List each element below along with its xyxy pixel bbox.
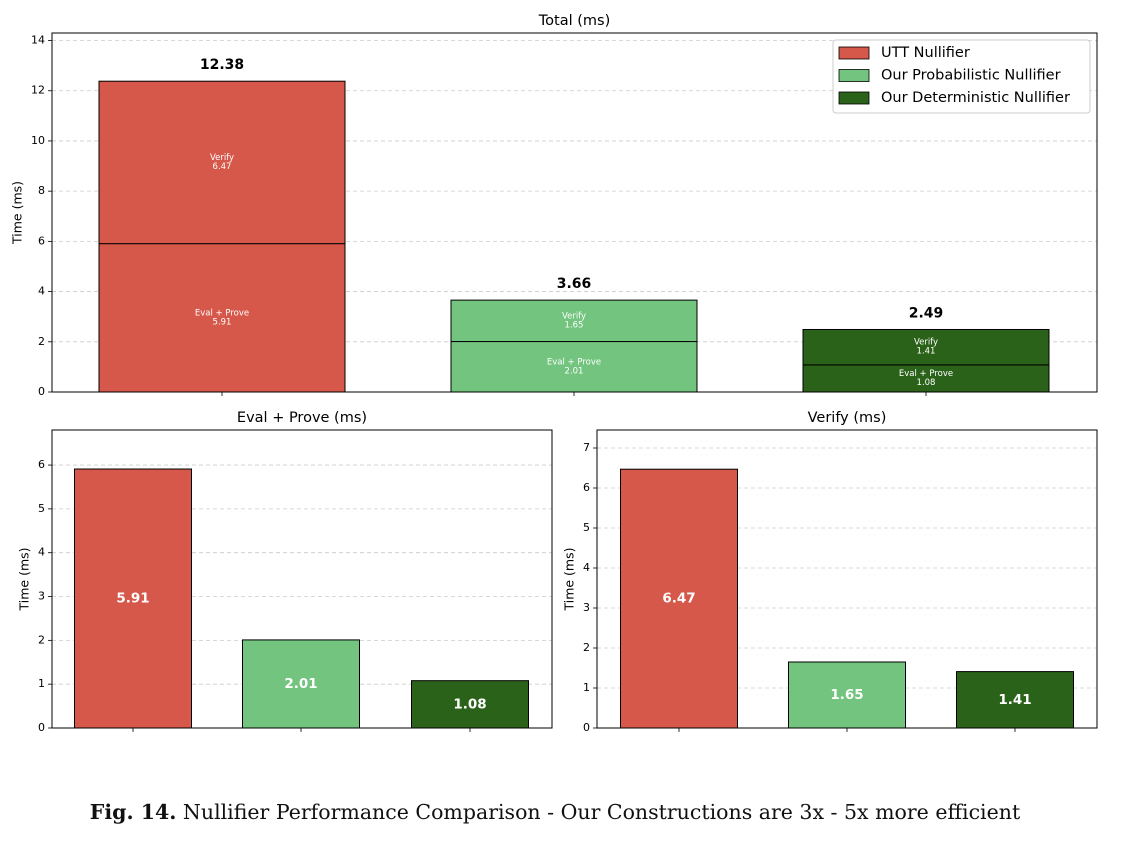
chart-panel-2: 0 1 2 3 4 5 6 5.91 2.01 1.08 Eval + Prove (ms) Time… (17, 410, 553, 734)
axes-frame (51, 32, 1098, 393)
y-tick-label: 2 (38, 335, 45, 348)
segment-label-eval-prove: Eval + Prove (195, 308, 249, 318)
y-axis-label: Time (ms) (17, 547, 32, 611)
legend-swatch (838, 91, 870, 105)
y-tick-label: 12 (31, 84, 45, 97)
chart-title: Verify (ms) (808, 410, 887, 426)
bar-segment-verify (450, 299, 698, 343)
segment-value-eval-prove: 2.01 (565, 366, 584, 376)
segment-label-verify: Verify (914, 338, 938, 348)
y-tick-label: 7 (583, 441, 590, 454)
total-value-label: 12.38 (200, 57, 244, 73)
segment-value-eval-prove: 5.91 (213, 317, 232, 327)
y-tick-label: 5 (38, 502, 45, 515)
chart-title: Total (ms) (538, 13, 610, 29)
y-tick-label: 1 (38, 677, 45, 690)
caption-text: Nullifier Performance Comparison - Our C… (176, 800, 1021, 824)
bar-value-label: 2.01 (284, 676, 317, 692)
legend: UTT Nullifier Our Probabilistic Nullifier… (832, 39, 1091, 114)
y-tick-label: 0 (38, 385, 45, 398)
y-tick-label: 4 (583, 561, 590, 574)
segment-label-eval-prove: Eval + Prove (899, 369, 953, 379)
y-tick-label: 6 (38, 458, 45, 471)
bar-value-label: 6.47 (662, 591, 695, 607)
bar (620, 468, 738, 729)
bar (74, 468, 192, 729)
y-tick-label: 4 (38, 285, 45, 298)
legend-label: Our Deterministic Nullifier (881, 90, 1070, 106)
y-tick-label: 2 (38, 633, 45, 646)
bar-value-label: 1.65 (830, 687, 863, 703)
y-tick-label: 14 (31, 34, 45, 47)
segment-value-verify: 1.65 (565, 320, 584, 330)
y-tick-label: 10 (31, 134, 45, 147)
y-tick-label: 6 (583, 481, 590, 494)
legend-label: Our Probabilistic Nullifier (881, 68, 1061, 84)
bar-segment-eval-prove (450, 341, 698, 393)
bar-value-label: 1.41 (998, 692, 1031, 708)
legend-swatch (838, 46, 870, 60)
legend-swatch (838, 69, 870, 82)
y-axis-label: Time (ms) (562, 547, 577, 611)
y-tick-label: 1 (583, 681, 590, 694)
y-tick-label: 4 (38, 546, 45, 559)
bar-segment-verify (802, 328, 1050, 366)
bar (956, 671, 1074, 729)
bar-value-label: 1.08 (453, 696, 486, 712)
y-axis-label: Time (ms) (10, 181, 25, 245)
y-tick-label: 2 (583, 641, 590, 654)
legend-box (832, 39, 1091, 114)
segment-label-eval-prove: Eval + Prove (547, 357, 601, 367)
bar (411, 680, 529, 729)
y-tick-label: 3 (583, 601, 590, 614)
segment-label-verify: Verify (562, 311, 586, 321)
y-tick-label: 5 (583, 521, 590, 534)
total-value-label: 3.66 (557, 276, 592, 292)
segment-value-eval-prove: 1.08 (917, 378, 936, 388)
bar-segment-eval-prove (98, 243, 346, 393)
segment-value-verify: 1.41 (917, 347, 936, 357)
figure-caption: Fig. 14. Nullifier Performance Compariso… (0, 800, 1110, 824)
y-tick-label: 6 (38, 234, 45, 247)
axes-frame (596, 429, 1098, 729)
axes-frame (51, 429, 553, 729)
segment-value-verify: 6.47 (213, 162, 232, 172)
bar-segment-verify (98, 80, 346, 245)
total-value-label: 2.49 (909, 305, 944, 321)
segment-label-verify: Verify (210, 153, 234, 163)
bar-value-label: 5.91 (116, 591, 149, 607)
caption-label: Fig. 14. (89, 800, 177, 824)
y-tick-label: 0 (583, 721, 590, 734)
y-tick-label: 8 (38, 184, 45, 197)
chart-panel-3: 0 1 2 3 4 5 6 7 6.47 1.65 1.41 Verify (ms) Time (ms) (562, 410, 1098, 734)
bar (242, 639, 360, 729)
y-tick-label: 3 (38, 590, 45, 603)
y-tick-label: 0 (38, 721, 45, 734)
chart-title: Eval + Prove (ms) (237, 410, 367, 426)
legend-label: UTT Nullifier (881, 45, 970, 61)
